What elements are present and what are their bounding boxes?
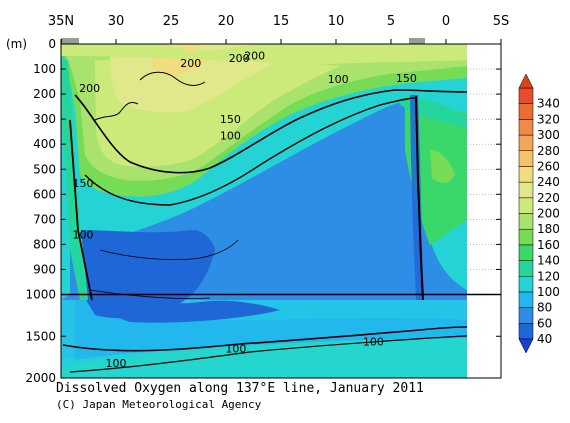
colorbar-swatch <box>518 150 534 167</box>
colorbar-swatch <box>518 323 534 340</box>
colorbar-label: 180 <box>537 222 560 236</box>
x-axis: 35N 30 25 20 15 10 5 0 5S <box>48 14 509 44</box>
colorbar-swatch <box>518 181 534 199</box>
colorbar-label: 100 <box>537 285 560 299</box>
x-tick-label: 20 <box>218 14 235 29</box>
contour-label: 150 <box>73 177 94 190</box>
contour-lines <box>62 71 467 373</box>
contour-label: 100 <box>73 228 94 241</box>
colorbar-under-triangle <box>518 338 534 354</box>
colorbar-swatch <box>518 307 534 324</box>
y-tick-label: 1000 <box>25 288 56 302</box>
y-tick-label: 500 <box>33 162 56 176</box>
contour-label: 150 <box>220 113 241 126</box>
colorbar-swatch <box>518 260 534 277</box>
colorbar-label: 140 <box>537 254 560 268</box>
y-tick-label: 300 <box>33 112 56 126</box>
y-tick-label: 700 <box>33 212 56 226</box>
colorbar-label: 40 <box>537 332 552 346</box>
colorbar-over-triangle <box>518 73 534 89</box>
y-tick-label: 1500 <box>25 329 56 343</box>
y-tick-label: 0 <box>48 37 56 51</box>
chart-title: Dissolved Oxygen along 137°E line, Janua… <box>56 381 424 396</box>
heatmap-field <box>61 44 467 378</box>
x-tick-label: 35N <box>48 14 74 29</box>
y-tick-label: 100 <box>33 62 56 76</box>
contour-label: 100 <box>106 357 127 370</box>
x-tick-label: 0 <box>442 14 450 29</box>
colorbar-label: 260 <box>537 159 560 173</box>
x-tick-label: 5S <box>493 14 510 29</box>
contour-label: 100 <box>363 335 384 348</box>
contour-label: 100 <box>225 342 246 355</box>
colorbar-label: 120 <box>537 269 560 283</box>
colorbar-label: 160 <box>537 238 560 252</box>
colorbar-label: 320 <box>537 112 560 126</box>
x-tick-label: 10 <box>328 14 345 29</box>
y-tick-label: 800 <box>33 237 56 251</box>
colorbar-label: 300 <box>537 128 560 142</box>
x-tick-label: 30 <box>108 14 125 29</box>
contour-label: 200 <box>79 82 100 95</box>
y-tick-label: 900 <box>33 262 56 276</box>
chart-credit: (C) Japan Meteorological Agency <box>56 398 262 411</box>
contour-label: 200 <box>244 49 265 62</box>
colorbar-swatch <box>518 103 534 120</box>
contour-label: 100 <box>220 129 241 142</box>
colorbar-label: 220 <box>537 191 560 205</box>
colorbar-swatch <box>518 213 534 230</box>
colorbar-swatch <box>518 166 534 183</box>
colorbar-label: 280 <box>537 144 560 158</box>
y-tick-label: 200 <box>33 87 56 101</box>
colorbar-swatch <box>518 119 534 136</box>
colorbar-swatch <box>518 244 534 261</box>
colorbar-swatch <box>518 134 534 151</box>
colorbar-label: 240 <box>537 175 560 189</box>
colorbar-swatch <box>518 197 534 214</box>
colorbar-label: 80 <box>537 301 552 315</box>
x-tick-label: 5 <box>387 14 395 29</box>
contour-label: 200 <box>180 57 201 70</box>
colorbar-swatch <box>518 276 534 293</box>
y-tick-label: 2000 <box>25 371 56 385</box>
contour-label: 100 <box>328 73 349 86</box>
x-tick-label: 25 <box>163 14 180 29</box>
contour-label: 200 <box>229 52 250 65</box>
y-axis: 100 200 300 400 500 600 700 800 900 1000 1500 2000 0… <box>6 37 501 385</box>
colorbar: 4060801001201401601802002202402602803003… <box>518 73 560 354</box>
y-axis-unit: (m) <box>6 37 27 51</box>
colorbar-label: 60 <box>537 316 552 330</box>
station-markers <box>61 38 425 44</box>
y-tick-label: 600 <box>33 187 56 201</box>
y-tick-label: 400 <box>33 137 56 151</box>
contour-label: 150 <box>396 72 417 85</box>
x-tick-label: 15 <box>273 14 290 29</box>
colorbar-swatch <box>518 228 534 246</box>
colorbar-swatch <box>518 87 534 104</box>
colorbar-label: 340 <box>537 97 560 111</box>
colorbar-label: 200 <box>537 207 560 221</box>
colorbar-swatch <box>518 291 534 308</box>
